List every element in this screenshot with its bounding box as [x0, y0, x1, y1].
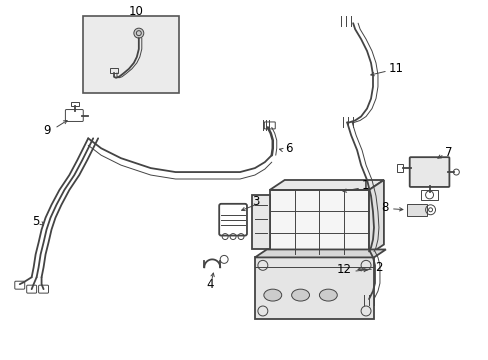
Circle shape: [134, 28, 143, 38]
Text: 12: 12: [336, 263, 351, 276]
Text: 5: 5: [32, 215, 40, 228]
Text: 8: 8: [381, 201, 388, 214]
FancyBboxPatch shape: [269, 190, 368, 255]
Polygon shape: [254, 249, 385, 257]
Text: 3: 3: [251, 195, 259, 208]
FancyBboxPatch shape: [251, 195, 269, 249]
Text: 2: 2: [374, 261, 382, 274]
Ellipse shape: [319, 289, 337, 301]
Text: 4: 4: [206, 278, 214, 291]
Text: 10: 10: [128, 5, 143, 18]
Text: 6: 6: [284, 142, 292, 155]
Text: 7: 7: [445, 146, 452, 159]
FancyBboxPatch shape: [83, 16, 178, 93]
Text: 9: 9: [43, 124, 50, 137]
Ellipse shape: [291, 289, 309, 301]
FancyBboxPatch shape: [254, 257, 373, 319]
Ellipse shape: [264, 289, 281, 301]
FancyBboxPatch shape: [409, 157, 448, 187]
Polygon shape: [269, 180, 383, 190]
Text: 11: 11: [388, 62, 403, 75]
Polygon shape: [368, 180, 383, 255]
FancyBboxPatch shape: [406, 204, 426, 216]
Text: 1: 1: [361, 179, 369, 193]
